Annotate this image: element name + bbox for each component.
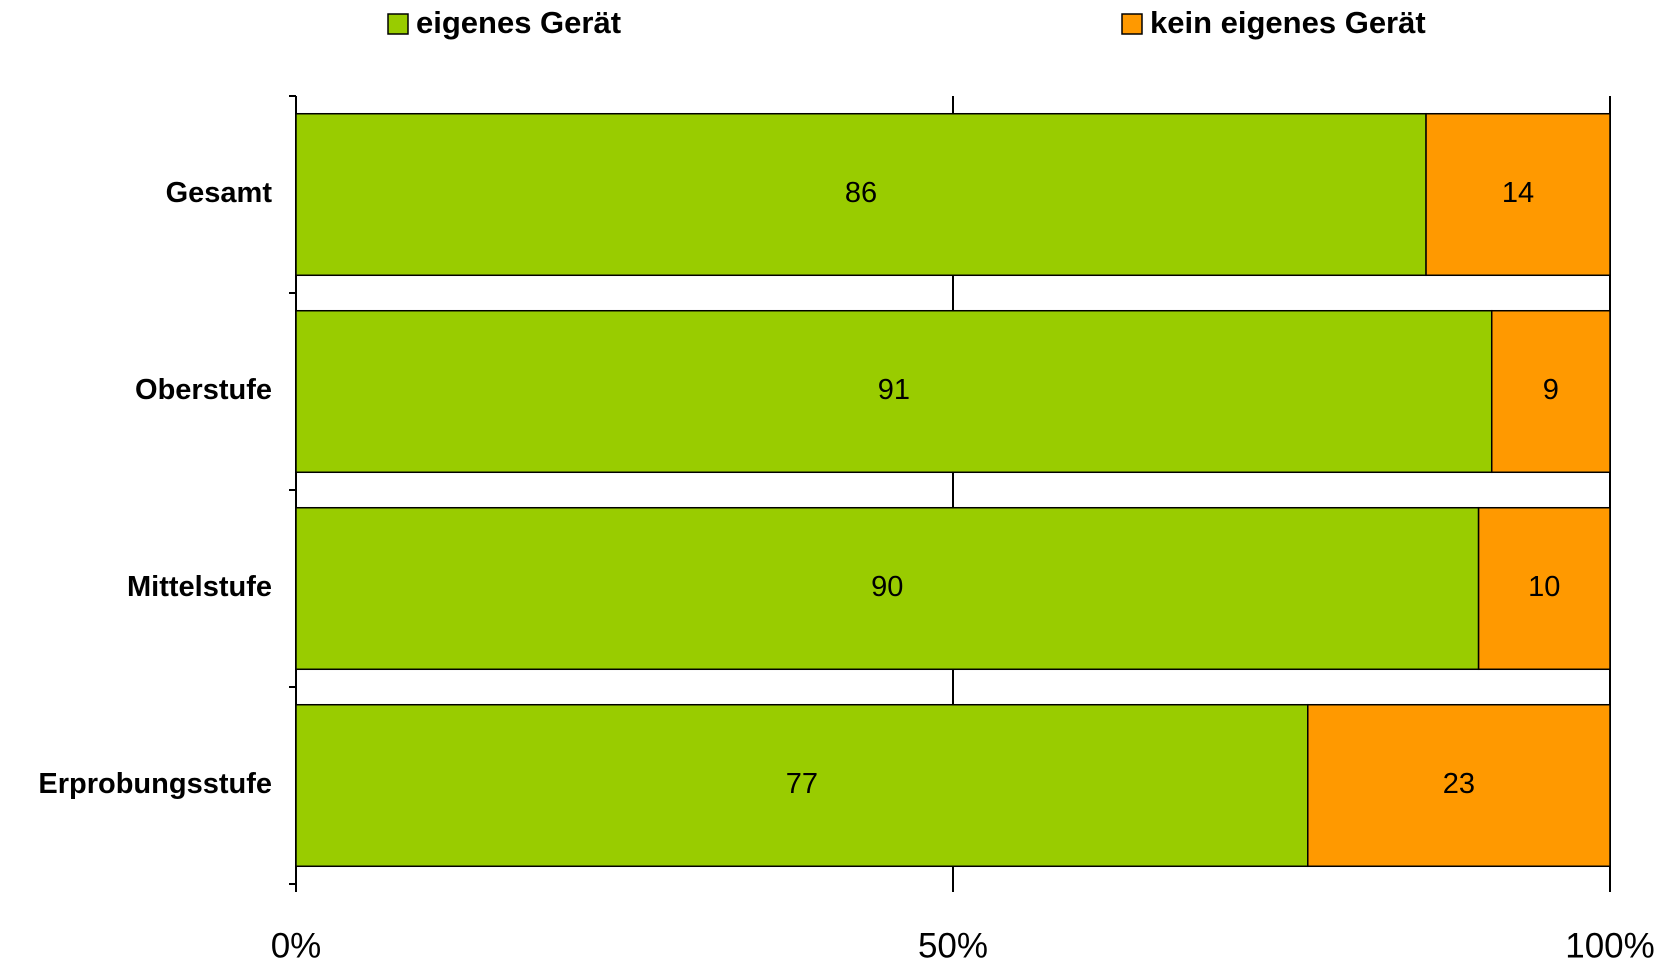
bar-segment: [295, 112, 1427, 277]
x-tick-label: 50%: [918, 926, 988, 965]
bar-segment: [1307, 703, 1611, 868]
y-tick-label: Mittelstufe: [127, 571, 272, 603]
bar-segment: [295, 506, 1480, 671]
data-label: 91: [878, 374, 910, 406]
data-label: 23: [1443, 768, 1475, 800]
bar-segment: [295, 703, 1309, 868]
data-label: 14: [1502, 177, 1534, 209]
data-label: 77: [786, 768, 818, 800]
bar-segment: [295, 309, 1493, 474]
bar-segment: [1477, 506, 1611, 671]
legend-label: eigenes Gerät: [416, 5, 621, 40]
y-tick-label: Oberstufe: [135, 374, 272, 406]
data-label: 10: [1528, 571, 1560, 603]
y-tick-label: Gesamt: [166, 177, 273, 209]
legend-swatch: [387, 13, 409, 35]
data-label: 9: [1543, 374, 1559, 406]
bar-segment: [1425, 112, 1611, 277]
bar-segment: [1490, 309, 1611, 474]
legend-swatch: [1121, 13, 1143, 35]
y-tick-label: Erprobungsstufe: [38, 768, 272, 800]
x-tick-label: 0%: [271, 926, 322, 965]
legend-label: kein eigenes Gerät: [1150, 5, 1426, 40]
data-label: 86: [845, 177, 877, 209]
x-tick-label: 100%: [1565, 926, 1655, 965]
data-label: 90: [871, 571, 903, 603]
